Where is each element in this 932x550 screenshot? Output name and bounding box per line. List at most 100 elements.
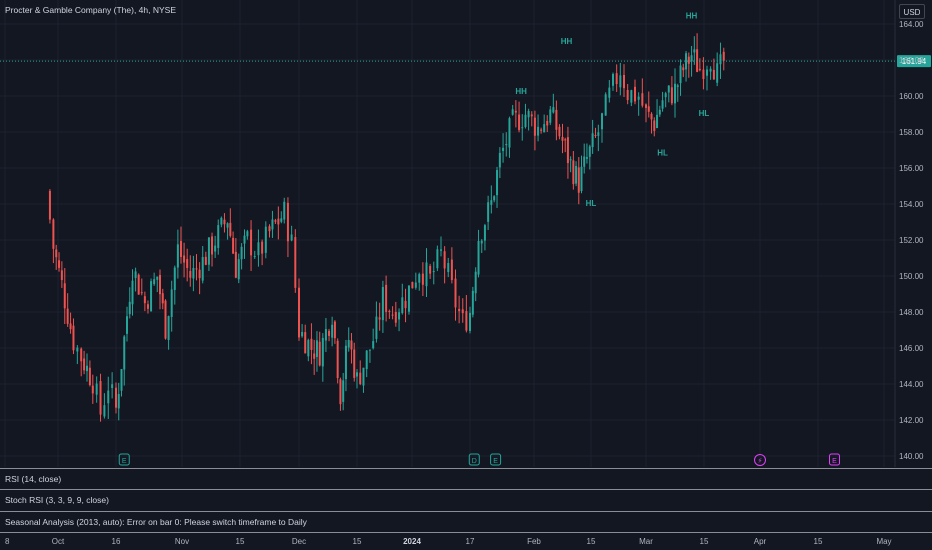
- candle-body: [234, 251, 237, 278]
- candle-body: [80, 348, 83, 362]
- candle-body: [650, 113, 653, 120]
- seasonal-analysis-pane[interactable]: Seasonal Analysis (2013, auto): Error on…: [0, 511, 932, 533]
- candle-body: [95, 383, 98, 395]
- stoch-rsi-label: Stoch RSI (3, 3, 9, 9, close): [5, 495, 109, 505]
- candle-body: [344, 345, 347, 380]
- candle-body: [461, 309, 464, 314]
- candle-body: [201, 257, 204, 281]
- candle-body: [372, 341, 375, 349]
- candle-body: [432, 271, 435, 273]
- candle-body: [508, 118, 511, 148]
- candle-body: [301, 332, 304, 337]
- candle-body: [630, 90, 633, 103]
- candle-body: [471, 290, 474, 315]
- x-tick-label: Oct: [52, 537, 65, 546]
- candle-body: [540, 129, 543, 131]
- candle-body: [612, 74, 614, 86]
- candle-body: [561, 136, 564, 141]
- candle-body: [490, 200, 493, 205]
- candle-body: [594, 135, 597, 137]
- candle-body: [591, 133, 594, 148]
- candle-body: [186, 259, 189, 268]
- candle-body: [530, 114, 533, 117]
- candle-body: [153, 279, 156, 285]
- candle-body: [336, 340, 339, 379]
- candle-body: [159, 274, 161, 295]
- candle-body: [83, 358, 86, 371]
- chart-title: Procter & Gamble Company (The), 4h, NYSE: [5, 5, 177, 15]
- candle-body: [167, 316, 170, 340]
- candle-body: [447, 263, 450, 273]
- y-tick-label: 146.00: [899, 344, 924, 353]
- candle-body: [111, 384, 114, 389]
- candle-body: [183, 255, 186, 263]
- x-tick-label: 8: [5, 537, 10, 546]
- candle-body: [126, 316, 128, 334]
- y-tick-label: 152.00: [899, 236, 924, 245]
- candle-body: [48, 190, 51, 220]
- y-tick-label: 164.00: [899, 20, 924, 29]
- candle-body: [401, 297, 404, 314]
- candle-body: [307, 340, 310, 357]
- candle-body: [280, 218, 283, 222]
- event-marker-label: E: [832, 458, 837, 465]
- candle-body: [328, 330, 331, 336]
- candle-body: [537, 126, 540, 136]
- candle-body: [277, 218, 280, 225]
- x-tick-label: Feb: [527, 537, 541, 546]
- candle-body: [527, 110, 530, 118]
- candle-body: [347, 340, 350, 348]
- y-tick-label: 162.00: [899, 56, 924, 65]
- rsi-label: RSI (14, close): [5, 474, 62, 484]
- candle-body: [220, 217, 223, 225]
- candle-body: [333, 321, 336, 339]
- candle-body: [623, 75, 625, 89]
- x-tick-label: 15: [353, 537, 362, 546]
- candle-body: [156, 276, 159, 280]
- candle-body: [123, 336, 126, 370]
- candle-body: [667, 85, 670, 93]
- candle-body: [274, 220, 277, 222]
- candle-body: [63, 283, 66, 309]
- currency-button[interactable]: USD: [899, 4, 925, 19]
- candle-body: [246, 231, 249, 237]
- candle-body: [356, 372, 358, 377]
- candle-body: [647, 106, 650, 112]
- candle-body: [192, 268, 195, 279]
- rsi-pane[interactable]: RSI (14, close): [0, 468, 932, 489]
- x-tick-label: 15: [814, 537, 823, 546]
- candle-body: [552, 107, 555, 113]
- candle-body: [604, 94, 607, 116]
- candle-body: [381, 287, 384, 321]
- candle-body: [569, 159, 572, 161]
- stoch-rsi-pane[interactable]: Stoch RSI (3, 3, 9, 9, close): [0, 489, 932, 511]
- candle-body: [498, 152, 501, 168]
- candle-body: [198, 269, 201, 279]
- candle-body: [634, 86, 636, 102]
- candle-body: [179, 240, 182, 257]
- candle-body: [518, 114, 521, 131]
- candle-body: [86, 365, 88, 372]
- candle-body: [391, 314, 394, 316]
- candle-body: [619, 75, 622, 88]
- candle-body: [483, 225, 486, 241]
- candle-body: [577, 167, 580, 193]
- candle-body: [411, 281, 414, 289]
- candle-body: [146, 304, 149, 309]
- candle-body: [674, 83, 676, 104]
- candle-body: [572, 160, 575, 185]
- candle-body: [716, 63, 719, 83]
- x-tick-label: Apr: [754, 537, 767, 546]
- candle-body: [115, 387, 117, 408]
- candle-body: [134, 271, 137, 279]
- candle-body: [465, 311, 468, 331]
- candle-body: [418, 274, 421, 283]
- candle-body: [521, 127, 524, 129]
- candle-body: [597, 132, 600, 136]
- candle-body: [99, 381, 102, 415]
- candle-body: [107, 390, 110, 404]
- pattern-label-hl: HL: [657, 148, 668, 157]
- x-tick-label: 16: [112, 537, 121, 546]
- candle-body: [128, 301, 131, 315]
